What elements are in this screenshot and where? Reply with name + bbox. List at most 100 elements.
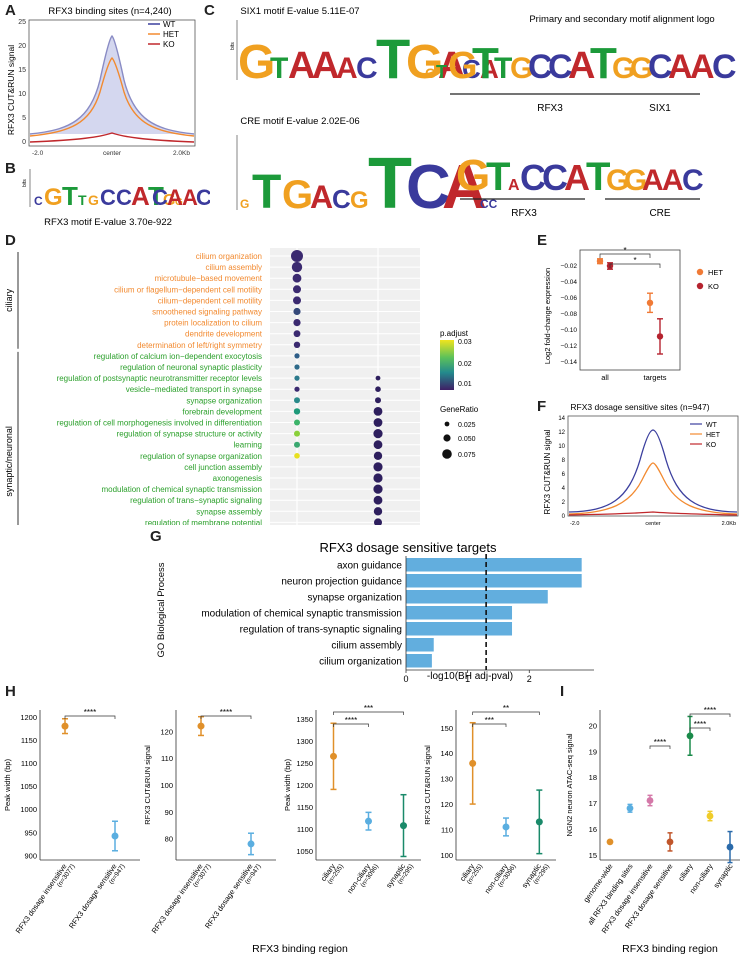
panel-e-legend-marker xyxy=(696,268,704,276)
panel-d-dot-distal xyxy=(374,518,382,525)
panel-d-dot-distal xyxy=(373,451,383,460)
panel-d-dot-distal xyxy=(373,507,383,516)
six1-logo-letter: T xyxy=(270,52,288,85)
svg-text:C: C xyxy=(196,185,210,210)
svg-text:T: T xyxy=(62,181,78,211)
panel-h-ytick: 140 xyxy=(440,749,453,758)
panel-h-sig: *** xyxy=(485,716,494,725)
panel-d-dot-promoter xyxy=(293,408,301,415)
align-label-six1: SIX1 xyxy=(649,103,671,114)
panel-d-dot-promoter xyxy=(293,296,301,305)
panel-a-legend-ko: KO xyxy=(163,40,175,49)
panel-a-het-line xyxy=(29,57,195,137)
panel-h-sig: **** xyxy=(345,716,357,725)
panel-d-dot-promoter xyxy=(291,261,303,273)
panel-h-point xyxy=(111,832,119,840)
panel-e-ytick: −0.12 xyxy=(561,343,578,350)
panel-d-term-label: smoothened signaling pathway xyxy=(152,308,262,317)
panel-f-wt-line xyxy=(568,429,738,513)
panel-d-term-label: learning xyxy=(234,441,262,450)
panel-g-bar xyxy=(406,606,513,620)
panel-h-sig-bracket xyxy=(64,715,116,719)
align-logo-letter: C xyxy=(548,48,573,86)
panel-h-ytick: 1050 xyxy=(20,782,37,791)
svg-text:G: G xyxy=(88,192,99,208)
panel-label-d: D xyxy=(5,232,16,249)
panel-g-category-label: synapse organization xyxy=(307,593,402,604)
panel-d-dot-promoter xyxy=(294,364,300,370)
panel-f-ytick: 14 xyxy=(558,416,565,422)
panel-d-term-label: regulation of trans−synaptic signaling xyxy=(130,496,262,505)
panel-i-xtick: ciliary xyxy=(676,862,695,883)
panel-h-ytick: 1100 xyxy=(297,825,313,834)
panel-e-xtick: all xyxy=(601,373,609,382)
panel-i-ytick: 19 xyxy=(589,747,597,756)
panel-h-sig: ** xyxy=(503,704,509,713)
panel-f-ytick: 0 xyxy=(562,514,566,520)
panel-e-sig: * xyxy=(633,256,636,265)
panel-g-category-label: modulation of chemical synaptic transmis… xyxy=(201,609,402,620)
panel-a-ytick: 10 xyxy=(18,91,26,98)
panel-d-generatio-tick: 0.025 xyxy=(458,422,476,429)
panel-c-six1-title: SIX1 motif E-value 5.11E-07 xyxy=(240,6,359,17)
panel-f-legend-wt: WT xyxy=(706,422,718,429)
align-logo-letter: A xyxy=(568,45,595,87)
align-logo-letter: C xyxy=(712,48,737,86)
panel-f-ytick: 6 xyxy=(562,472,566,478)
align2-logo-letter: C xyxy=(682,164,704,197)
panel-e-point xyxy=(646,299,654,306)
panel-d-dot-distal xyxy=(375,386,381,392)
panel-h-xtick: RFX3 dosage sensitive xyxy=(67,862,119,930)
panel-h-ytick: 1000 xyxy=(20,805,37,814)
panel-a-title: RFX3 binding sites (n=4,240) xyxy=(48,6,171,17)
panel-h-ytick: 1050 xyxy=(296,847,313,856)
panel-g-title: RFX3 dosage sensitive targets xyxy=(319,540,497,555)
panel-e-ytick: −0.10 xyxy=(561,327,578,334)
panel-label-i: I xyxy=(560,683,565,700)
panel-d-generatio-title: GeneRatio xyxy=(440,405,479,414)
panel-f-het-line xyxy=(568,462,738,515)
panel-d-dot-promoter xyxy=(294,375,300,381)
panel-h-point xyxy=(61,722,69,730)
panel-d-term-label: forebrain development xyxy=(182,407,262,416)
panel-c-align-title: Primary and secondary motif alignment lo… xyxy=(529,14,714,25)
svg-text:C: C xyxy=(116,185,132,210)
align-logo-letter: C xyxy=(528,48,553,86)
svg-text:G: G xyxy=(163,192,175,209)
panel-h-ytick: 120 xyxy=(440,800,453,809)
panel-h-xtick: RFX3 dosage insensitive xyxy=(14,862,69,935)
panel-label-f: F xyxy=(537,398,547,415)
svg-text:T: T xyxy=(78,192,87,208)
panel-i-sig: **** xyxy=(654,738,666,747)
panel-h-ytick: 1150 xyxy=(21,736,37,745)
panel-h-ylabel: RFX3 CUT&RUN signal xyxy=(423,745,432,825)
panel-h-sig: **** xyxy=(220,708,232,717)
cre-logo-letter: T xyxy=(252,166,281,219)
panel-i-point xyxy=(606,838,614,846)
panel-a-xtick: center xyxy=(103,150,122,157)
panel-h-ytick: 120 xyxy=(160,727,173,736)
panel-d-term-label: determination of left/right symmetry xyxy=(137,341,262,350)
panel-i-ytick: 18 xyxy=(589,773,597,782)
panel-g-bar xyxy=(406,638,434,652)
panel-d-dot-promoter xyxy=(293,330,301,338)
panel-b-logo-tail: C A A C xyxy=(152,185,210,210)
panel-c-logos: SIX1 motif E-value 5.11E-07 bits G T A A… xyxy=(230,6,737,224)
cre-logo-letter: A xyxy=(310,179,333,215)
panel-h-ytick: 1300 xyxy=(296,737,313,746)
panel-h-point xyxy=(247,840,255,848)
panel-d-generatio-tick: 0.050 xyxy=(458,436,476,443)
panel-e-ylabel: Log2 fold-change expression xyxy=(543,268,552,364)
panel-h-ytick: 100 xyxy=(160,781,173,790)
panel-i-point xyxy=(726,843,734,851)
panel-h-sig-bracket xyxy=(200,715,252,719)
panel-d-dot-promoter xyxy=(294,453,300,459)
align-logo-letter: G xyxy=(425,65,436,81)
panel-h-ylabel: Peak width (bp) xyxy=(283,758,292,811)
cre-logo-letter: G xyxy=(282,173,313,217)
panel-h-ytick: 100 xyxy=(440,851,453,860)
panel-f-ylabel: RFX3 CUT&RUN signal xyxy=(543,429,552,514)
align2-logo-letter: A xyxy=(662,164,684,197)
panel-a-ko-line xyxy=(29,132,195,143)
panel-g-xtick: 1 xyxy=(465,674,470,684)
